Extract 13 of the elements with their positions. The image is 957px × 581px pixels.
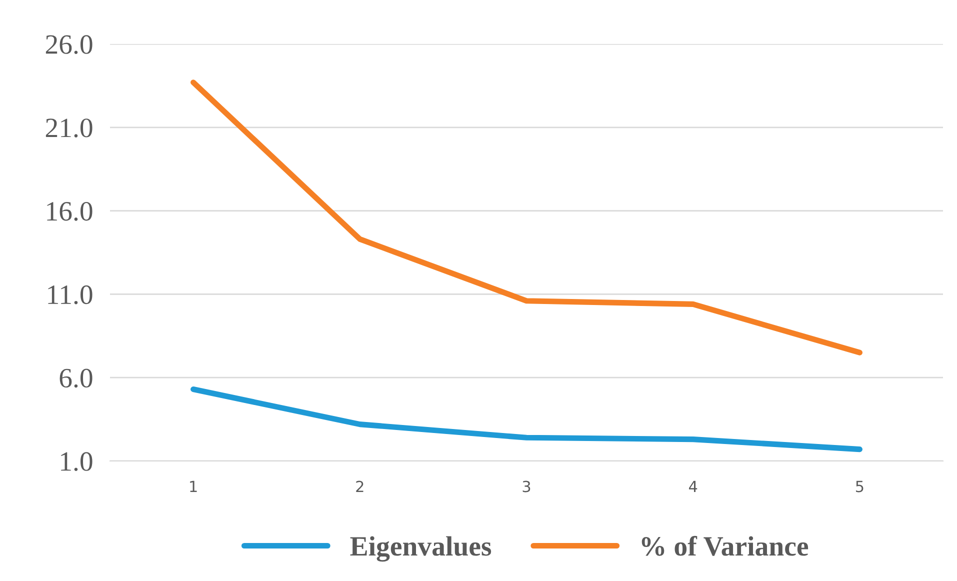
x-tick-label: 1 [190,480,197,492]
y-tick-label: 26.0 [46,35,92,54]
x-tick-label: 2 [356,480,364,492]
y-tick-label: 11.0 [48,285,92,304]
y-tick-label: 16.0 [47,202,92,221]
legend-label: Eigenvalues [350,536,492,562]
x-tick-label: 5 [856,480,864,492]
y-tick-label: 1.0 [61,452,92,472]
x-tick-label: 3 [522,480,530,492]
x-tick-label: 4 [688,480,698,492]
y-tick-label: 6.0 [60,368,92,388]
y-tick-label: 21.0 [46,118,92,138]
legend-label: % of Variance [642,536,808,556]
